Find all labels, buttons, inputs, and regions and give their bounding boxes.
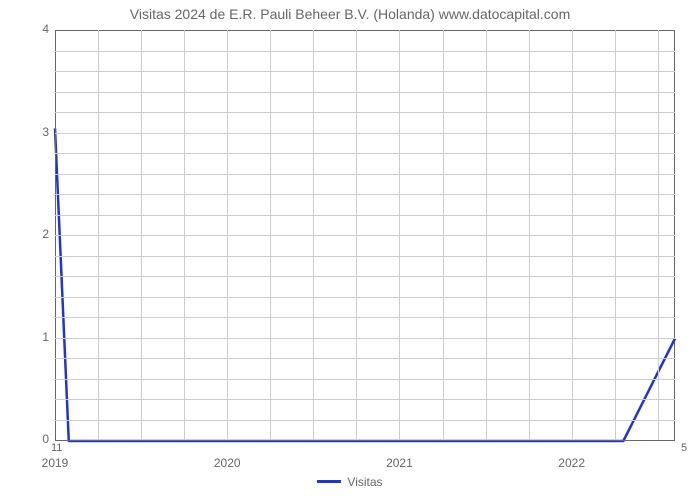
- x-tick-label: 2019: [42, 456, 69, 470]
- grid-h: [55, 338, 675, 339]
- y-tick-label: 1: [19, 330, 49, 344]
- y-tick-label: 2: [19, 227, 49, 241]
- grid-h-minor: [55, 194, 675, 195]
- x-tick-label: 2020: [214, 456, 241, 470]
- grid-h-minor: [55, 420, 675, 421]
- legend-swatch: [317, 480, 341, 483]
- grid-h-minor: [55, 71, 675, 72]
- y-tick-label: 4: [19, 22, 49, 36]
- grid-h-minor: [55, 379, 675, 380]
- x-tick-label: 2022: [558, 456, 585, 470]
- grid-v-minor: [98, 30, 99, 440]
- chart-container: { "chart": { "type": "line", "title": "V…: [0, 0, 700, 500]
- grid-h-minor: [55, 112, 675, 113]
- series-line: [55, 128, 675, 441]
- y-tick-label: 3: [19, 125, 49, 139]
- grid-h-minor: [55, 297, 675, 298]
- grid-v: [227, 30, 228, 440]
- grid-h-minor: [55, 358, 675, 359]
- x-tick-label: 2021: [386, 456, 413, 470]
- grid-v-minor: [615, 30, 616, 440]
- grid-v-minor: [443, 30, 444, 440]
- grid-v-minor: [141, 30, 142, 440]
- grid-h-minor: [55, 174, 675, 175]
- grid-h-minor: [55, 51, 675, 52]
- grid-v-minor: [313, 30, 314, 440]
- point-label: 5: [681, 442, 687, 454]
- line-layer: [55, 31, 675, 441]
- grid-h-minor: [55, 215, 675, 216]
- legend-label: Visitas: [347, 475, 382, 489]
- grid-v-minor: [356, 30, 357, 440]
- grid-h: [55, 235, 675, 236]
- grid-v: [399, 30, 400, 440]
- x-axis-line: [55, 440, 675, 441]
- y-tick-label: 0: [19, 432, 49, 446]
- grid-v-minor: [486, 30, 487, 440]
- grid-v-minor: [529, 30, 530, 440]
- grid-h-minor: [55, 399, 675, 400]
- grid-h-minor: [55, 92, 675, 93]
- grid-v-minor: [270, 30, 271, 440]
- grid-h-minor: [55, 276, 675, 277]
- grid-h: [55, 133, 675, 134]
- point-label: 11: [51, 442, 62, 454]
- grid-h-minor: [55, 256, 675, 257]
- grid-v: [572, 30, 573, 440]
- grid-h-minor: [55, 153, 675, 154]
- chart-title: Visitas 2024 de E.R. Pauli Beheer B.V. (…: [0, 6, 700, 22]
- grid-v-minor: [658, 30, 659, 440]
- legend: Visitas: [0, 474, 700, 489]
- grid-h-minor: [55, 317, 675, 318]
- grid-v-minor: [184, 30, 185, 440]
